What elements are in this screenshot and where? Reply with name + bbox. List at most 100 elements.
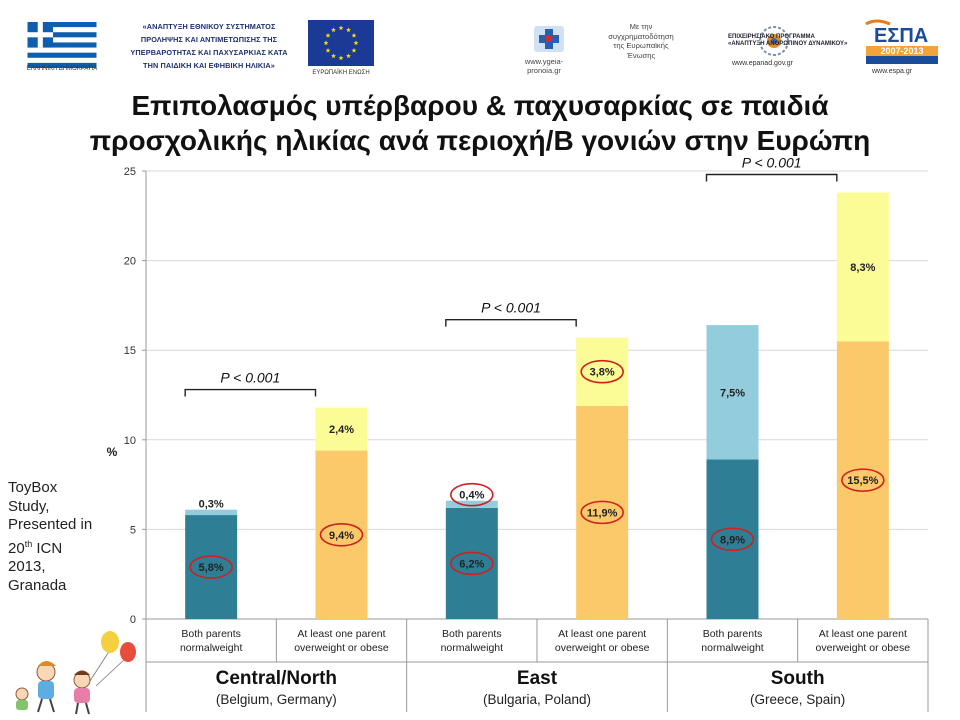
- program-title: «ΑΝΑΠΤΥΞΗ ΕΘΝΙΚΟΥ ΣΥΣΤΗΜΑΤΟΣ ΠΡΟΛΗΨΗΣ ΚΑ…: [118, 20, 300, 72]
- title-line-2: προσχολικής ηλικίας ανά περιοχή/Β γονιών…: [89, 125, 871, 156]
- data-label: 0,3%: [199, 499, 224, 511]
- epanad-line: ΕΠΙΧΕΙΡΗΣΙΑΚΟ ΠΡΟΓΡΑΜΜΑ: [728, 34, 815, 40]
- cofinance-line: Με την: [629, 22, 653, 31]
- data-label: 8,9%: [720, 534, 745, 546]
- bar-segment: [836, 341, 889, 619]
- pvalue-bracket: [184, 388, 317, 397]
- category-label: normalweight: [701, 642, 764, 654]
- y-tick-label: 5: [130, 524, 136, 536]
- cofinance-line: Ένωσης: [626, 50, 656, 60]
- y-tick-label: 25: [124, 166, 136, 178]
- eu-flag-icon: [308, 20, 374, 66]
- eu-star-icon: [338, 55, 344, 61]
- y-tick-label: 10: [124, 435, 136, 447]
- bar-segment: [445, 507, 498, 619]
- epanad-title: ΕΠΙΧΕΙΡΗΣΙΑΚΟ ΠΡΟΓΡΑΜΜΑ «ΑΝΑΠΤΥΞΗ ΑΝΘΡΩΠ…: [728, 34, 852, 48]
- slide-title: Επιπολασμός υπέρβαρου & παχυσαρκίας σε π…: [0, 88, 960, 158]
- eu-star-icon: [325, 47, 331, 53]
- bar-segment: [836, 192, 889, 342]
- eu-star-icon: [346, 53, 351, 59]
- category-label: At least one parent: [297, 628, 385, 640]
- study-note-line: Presented in: [8, 516, 93, 533]
- category-label: At least one parent: [819, 628, 907, 640]
- eu-star-icon: [325, 32, 331, 38]
- children-drawing-icon: [15, 631, 136, 715]
- bar-segment: [706, 325, 759, 460]
- study-note: ToyBox Study, Presented in 20th ICN 2013…: [8, 479, 108, 595]
- ministry-url: www.ygeia- pronoia.gr: [512, 57, 576, 75]
- region-countries: (Greece, Spain): [750, 692, 845, 707]
- program-line: ΠΡΟΛΗΨΗΣ ΚΑΙ ΑΝΤΙΜΕΤΩΠΙΣΗΣ ΤΗΣ: [140, 35, 278, 44]
- bar-segment: [315, 450, 368, 619]
- data-label: 11,9%: [587, 507, 618, 519]
- bar-segment: [315, 407, 368, 451]
- region-countries: (Belgium, Germany): [216, 692, 337, 707]
- pvalue-bracket: [445, 318, 577, 327]
- category-label: Both parents: [703, 628, 763, 640]
- ministry-logo-icon: [534, 26, 564, 52]
- pvalue-bracket: [705, 173, 838, 182]
- highlight-circle: [580, 500, 624, 525]
- region-name: Central/North: [216, 668, 337, 689]
- highlight-circle: [319, 522, 364, 547]
- study-note-line: Granada: [8, 576, 67, 594]
- study-note-line: ToyBox: [8, 479, 58, 496]
- ministry-url-line: www.ygeia-: [524, 57, 564, 66]
- title-line-1: Επιπολασμός υπέρβαρου & παχυσαρκίας σε π…: [131, 90, 829, 121]
- cofinance-line: της Ευρωπαϊκής: [613, 41, 669, 50]
- category-label: normalweight: [441, 642, 504, 654]
- category-label: overweight or obese: [294, 642, 389, 654]
- y-axis-label: %: [107, 445, 118, 459]
- data-label: 15,5%: [847, 475, 878, 487]
- epanad-url: www.epanad.gov.gr: [732, 60, 793, 67]
- bar-segment: [576, 337, 629, 406]
- eu-caption: ΕΥΡΩΠΑΪΚΗ ΕΝΩΣΗ: [312, 70, 370, 76]
- pvalue-label: P < 0.001: [481, 300, 541, 316]
- study-note-line: Study,: [8, 497, 50, 515]
- eu-star-icon: [351, 32, 357, 38]
- eu-star-icon: [331, 27, 336, 33]
- program-line: ΥΠΕΡΒΑΡΟΤΗΤΑΣ ΚΑΙ ΠΑΧΥΣΑΡΚΙΑΣ ΚΑΤΑ: [130, 48, 288, 57]
- category-label: overweight or obese: [555, 642, 650, 654]
- data-label: 6,2%: [459, 558, 484, 570]
- eu-star-icon: [323, 40, 329, 46]
- study-note-ordinal: 20th ICN: [8, 538, 63, 557]
- highlight-circle: [450, 551, 494, 576]
- highlight-circle: [841, 468, 885, 492]
- eu-star-icon: [331, 53, 336, 59]
- espa-url: www.espa.gr: [872, 68, 913, 75]
- category-label: overweight or obese: [816, 642, 911, 654]
- program-line: ΤΗΝ ΠΑΙΔΙΚΗ ΚΑΙ ΕΦΗΒΙΚΗ ΗΛΙΚΙΑ»: [143, 61, 275, 70]
- category-label: At least one parent: [558, 628, 646, 640]
- data-label: 2,4%: [329, 424, 354, 436]
- espa-years: 2007-2013: [880, 46, 923, 56]
- data-label: 0,4%: [459, 490, 484, 502]
- logo-strip: ΕΛΛΗΝΙΚΗ ΔΗΜΟΚΡΑΤΙΑ «ΑΝΑΠΤΥΞΗ ΕΘΝΙΚΟΥ ΣΥ…: [0, 0, 960, 84]
- region-name: South: [771, 668, 825, 689]
- bar-segment: [706, 459, 759, 619]
- category-label: normalweight: [180, 642, 243, 654]
- highlight-circle: [580, 359, 624, 384]
- epanad-logo-icon: [759, 26, 789, 56]
- bar-segment: [445, 500, 498, 508]
- bar-segment: [576, 405, 629, 619]
- program-line: «ΑΝΑΠΤΥΞΗ ΕΘΝΙΚΟΥ ΣΥΣΤΗΜΑΤΟΣ: [142, 22, 276, 31]
- data-label: 5,8%: [199, 562, 224, 574]
- y-tick-label: 20: [124, 256, 136, 268]
- epanad-line: «ΑΝΑΠΤΥΞΗ ΑΝΘΡΩΠΙΝΟΥ ΔΥΝΑΜΙΚΟΥ»: [728, 41, 848, 47]
- pvalue-label: P < 0.001: [742, 155, 802, 171]
- data-label: 9,4%: [329, 530, 354, 542]
- category-label: Both parents: [442, 628, 502, 640]
- data-label: 7,5%: [720, 387, 745, 399]
- eu-star-icon: [351, 47, 357, 53]
- region-name: East: [517, 668, 558, 689]
- flag-caption: ΕΛΛΗΝΙΚΗ ΔΗΜΟΚΡΑΤΙΑ: [26, 66, 98, 72]
- y-tick-label: 15: [124, 345, 136, 357]
- category-label: Both parents: [181, 628, 241, 640]
- data-label: 8,3%: [850, 262, 875, 274]
- region-countries: (Bulgaria, Poland): [483, 692, 591, 707]
- ministry-url-line: pronoia.gr: [527, 66, 561, 75]
- bar-segment: [185, 515, 238, 619]
- data-label: 3,8%: [590, 367, 615, 379]
